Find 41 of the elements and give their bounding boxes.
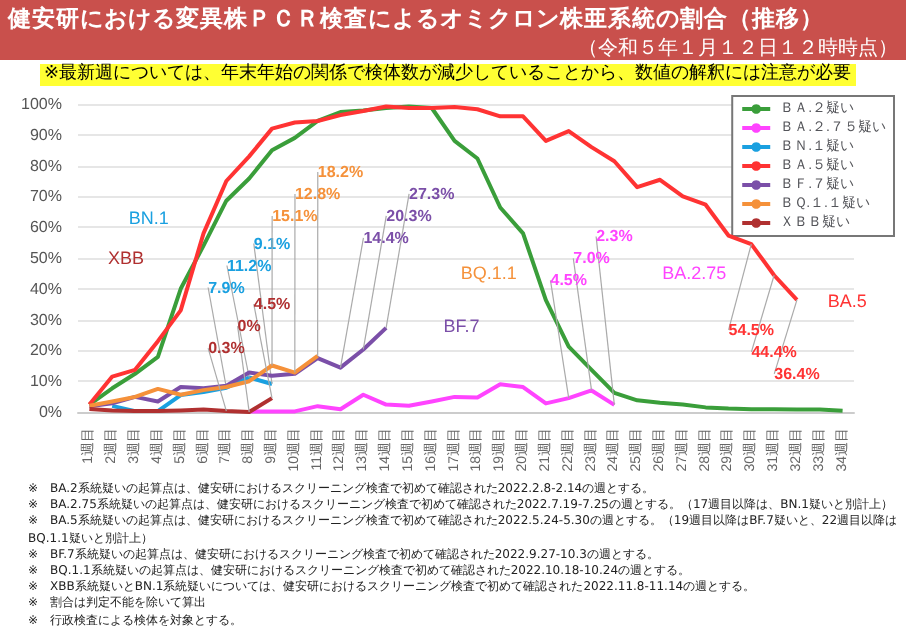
annotation: BA.5 bbox=[827, 291, 867, 312]
chart-title: 健安研における変異株ＰＣＲ検査によるオミクロン株亜系統の割合（推移） bbox=[8, 4, 824, 34]
y-tick-label: 80% bbox=[29, 156, 62, 175]
data-label: 4.5% bbox=[253, 295, 291, 314]
data-label: 36.4% bbox=[774, 364, 820, 383]
y-tick-label: 60% bbox=[29, 218, 62, 237]
data-label: 2.3% bbox=[596, 227, 633, 246]
data-label: 0% bbox=[237, 317, 261, 336]
data-label: 18.2% bbox=[317, 162, 364, 181]
y-tick-label: 90% bbox=[29, 125, 62, 144]
data-label: 4.5% bbox=[550, 271, 587, 290]
line-series bbox=[87, 396, 274, 414]
y-tick-label: 50% bbox=[29, 249, 62, 267]
data-label: 15.1% bbox=[272, 206, 318, 225]
y-tick-label: 70% bbox=[29, 187, 62, 206]
data-label: 27.3% bbox=[409, 184, 455, 203]
annotation: BF.7 bbox=[443, 315, 480, 336]
y-tick-label: 100% bbox=[21, 95, 62, 113]
y-tick-label: 10% bbox=[29, 372, 62, 391]
y-tick-label: 40% bbox=[29, 279, 62, 298]
data-label: 12.8% bbox=[294, 184, 341, 203]
annotation: BQ.1.1 bbox=[460, 263, 517, 284]
annotation: XBB bbox=[107, 248, 144, 268]
data-label: 0.3% bbox=[208, 339, 245, 358]
y-tick-label: 20% bbox=[29, 341, 62, 360]
data-label: 44.4% bbox=[751, 342, 797, 361]
annotation: BA.2.75 bbox=[662, 263, 727, 284]
chart-subtitle: （令和５年１月１２日１２時時点） bbox=[578, 35, 898, 62]
data-label: 54.5% bbox=[728, 320, 774, 339]
data-label: 9.1% bbox=[253, 234, 291, 253]
data-label: 20.3% bbox=[386, 206, 432, 225]
line-series bbox=[247, 382, 617, 414]
annotation: BN.1 bbox=[128, 207, 169, 228]
text: ※最新週については、年末年始の関係で検体数が減少していることから、数値の解釈には注意が必要 bbox=[40, 64, 856, 86]
y-tick-label: 30% bbox=[29, 310, 62, 329]
data-label: 14.4% bbox=[363, 228, 409, 247]
data-label: 7.0% bbox=[573, 249, 610, 268]
line-series bbox=[87, 353, 320, 408]
y-tick-label: 0% bbox=[38, 403, 62, 421]
data-label: 7.9% bbox=[208, 278, 245, 297]
data-label: 11.2% bbox=[226, 256, 272, 275]
